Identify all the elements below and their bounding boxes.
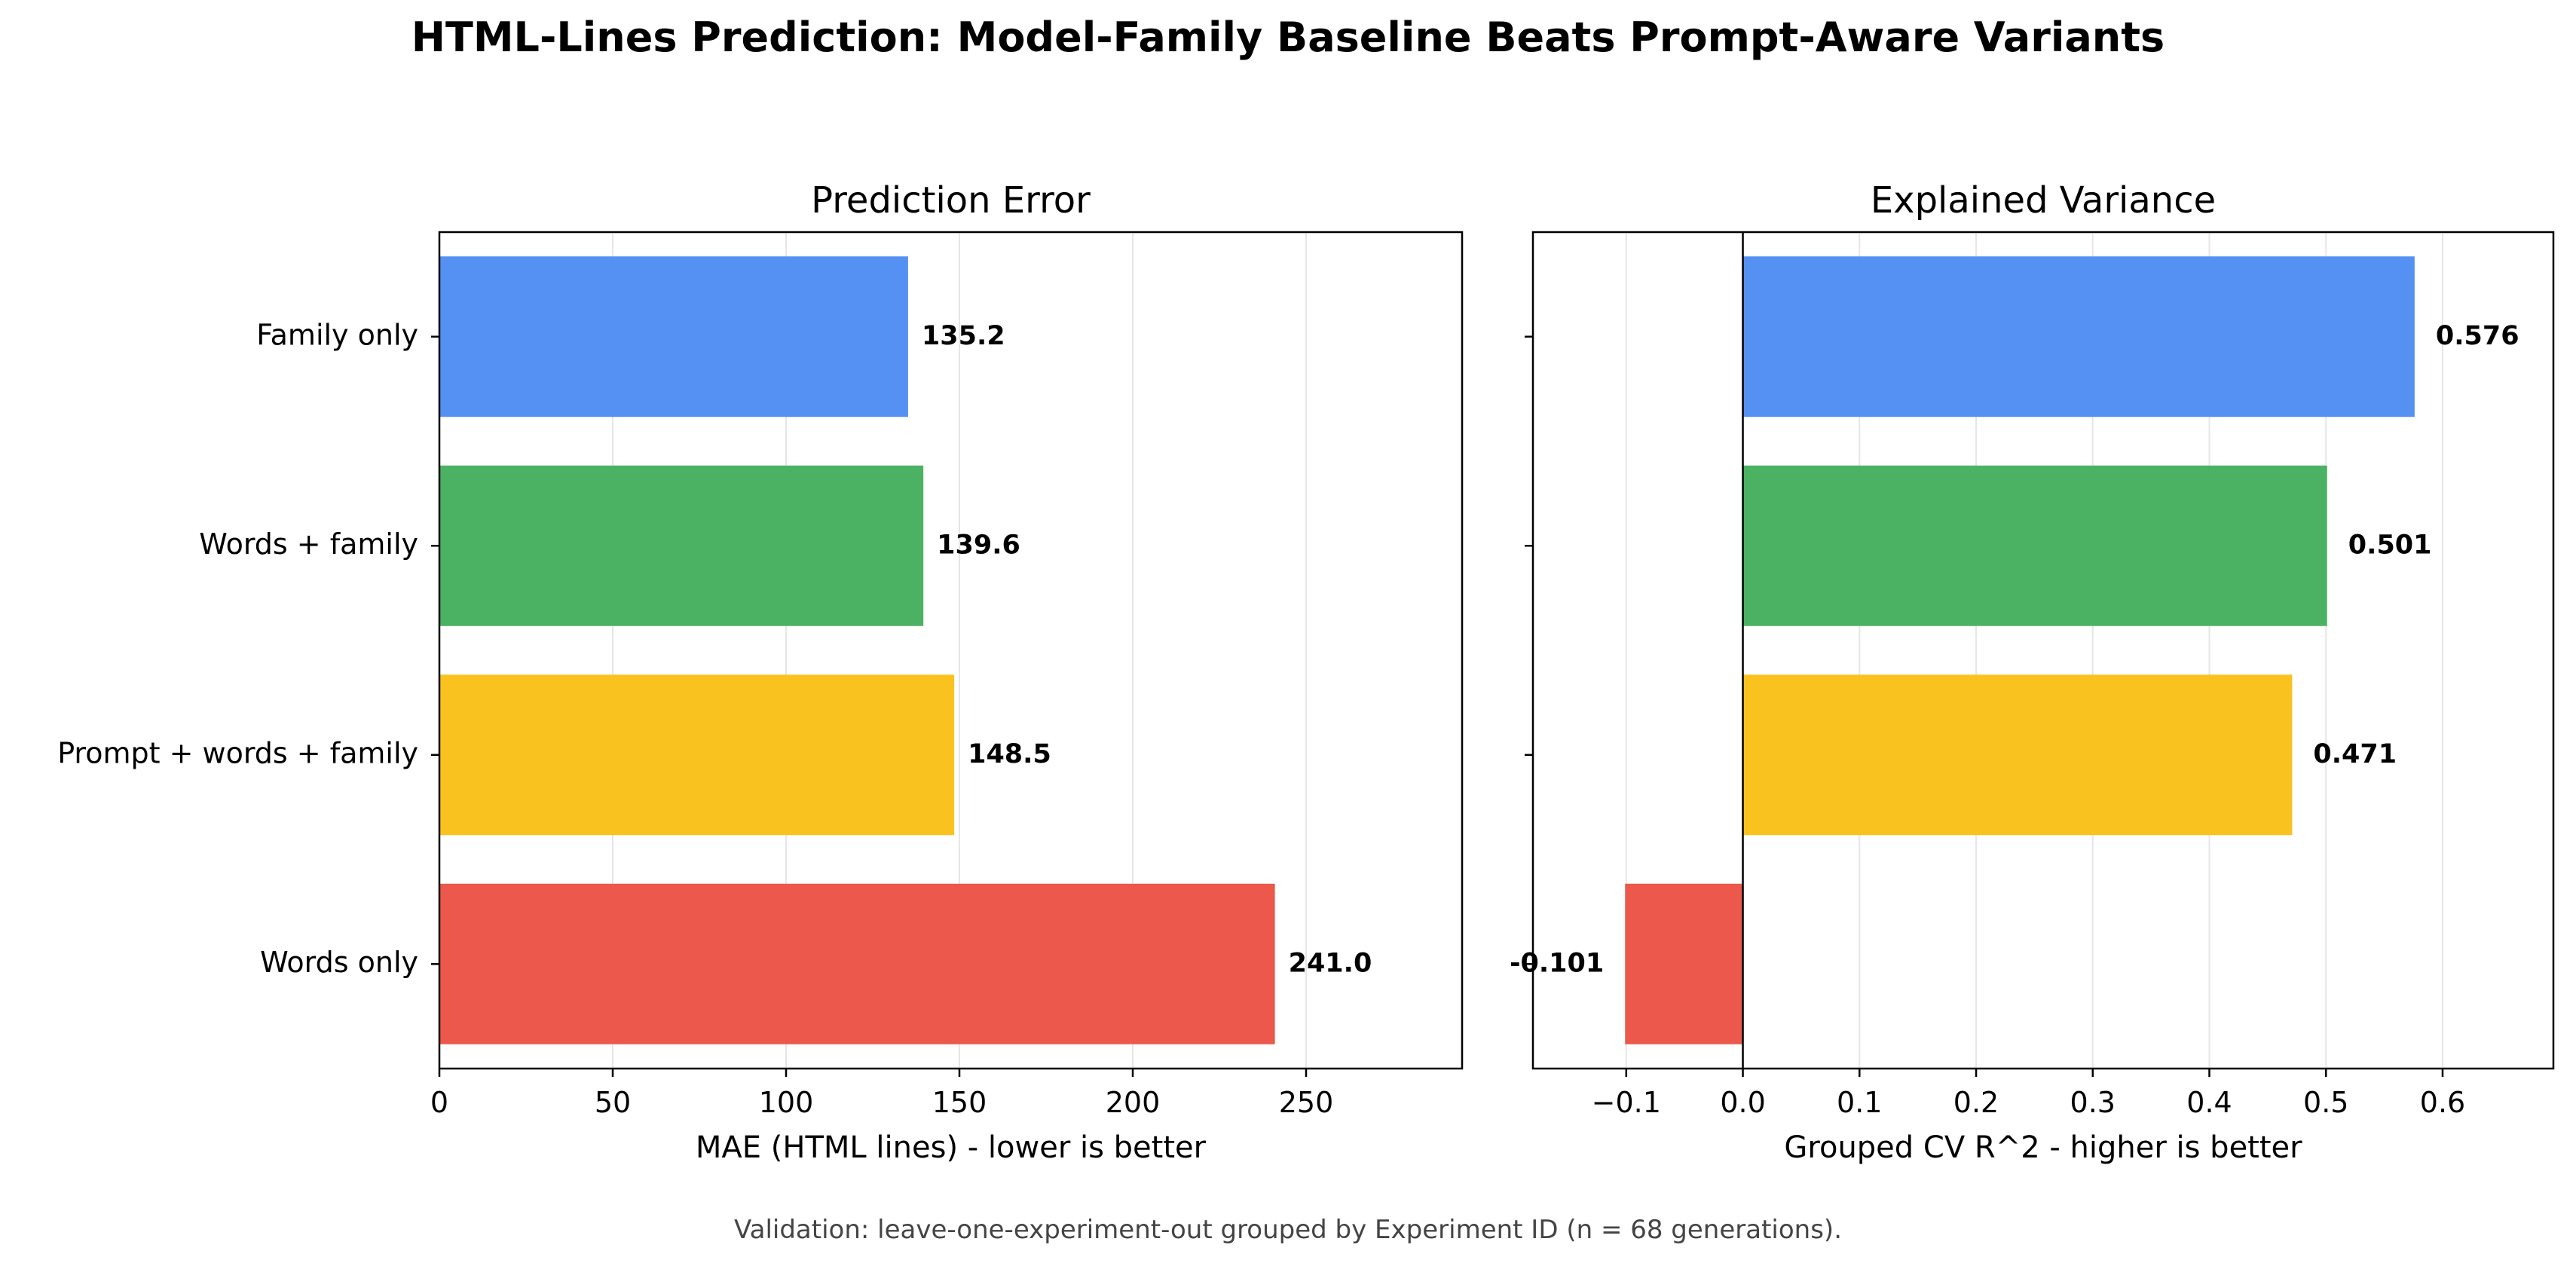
x-tick-label-r2: 0.6 xyxy=(2420,1086,2465,1119)
bar-error-1 xyxy=(439,465,924,626)
bar-error-2 xyxy=(439,674,955,836)
axes-frame-error xyxy=(438,231,1464,1070)
bar-error-0 xyxy=(439,256,908,417)
x-tick-label-error: 150 xyxy=(932,1086,987,1119)
x-tick-label-error: 100 xyxy=(759,1086,814,1119)
explained-variance-panel: Explained Variance 0.576 0.501 0.471 -0.101 −… xyxy=(1510,179,2555,1165)
x-tick-label-r2: 0.5 xyxy=(2303,1086,2348,1119)
value-label-r2-2: 0.471 xyxy=(2313,739,2397,769)
value-label-error-3: 241.0 xyxy=(1289,948,1372,978)
figure-footnote: Validation: leave-one-experiment-out gro… xyxy=(734,1215,1842,1245)
x-tick-label-r2: −0.1 xyxy=(1592,1086,1661,1119)
panel-title-error: Prediction Error xyxy=(811,179,1091,222)
value-label-error-2: 148.5 xyxy=(968,739,1051,769)
x-tick-label-error: 50 xyxy=(595,1086,631,1119)
category-label-0: Family only xyxy=(256,318,418,351)
x-axis-label-error: MAE (HTML lines) - lower is better xyxy=(696,1130,1207,1165)
category-label-2: Prompt + words + family xyxy=(57,736,418,769)
panel-title-r2: Explained Variance xyxy=(1871,179,2216,222)
value-label-error-0: 135.2 xyxy=(922,321,1005,351)
x-tick-label-error: 0 xyxy=(430,1086,448,1119)
x-tick-label-error: 200 xyxy=(1106,1086,1161,1119)
category-label-3: Words only xyxy=(260,946,418,979)
x-tick-label-error: 250 xyxy=(1279,1086,1334,1119)
bar-r2-2 xyxy=(1742,674,2293,836)
x-axis-label-r2: Grouped CV R^2 - higher is better xyxy=(1784,1130,2302,1165)
value-label-r2-3: -0.101 xyxy=(1510,948,1604,978)
x-tick-label-r2: 0.3 xyxy=(2070,1086,2116,1119)
category-label-1: Words + family xyxy=(199,528,418,561)
axes-frame-r2 xyxy=(1531,231,2555,1070)
value-label-r2-0: 0.576 xyxy=(2436,321,2519,351)
bar-error-3 xyxy=(439,883,1275,1044)
x-tick-label-r2: 0.0 xyxy=(1720,1086,1765,1119)
value-label-r2-1: 0.501 xyxy=(2348,530,2432,560)
value-label-error-1: 139.6 xyxy=(937,530,1020,560)
bar-r2-0 xyxy=(1742,256,2415,417)
figure-title: HTML-Lines Prediction: Model-Family Base… xyxy=(411,14,2165,61)
prediction-error-panel: Prediction Error 135.2 139.6 148.5 241.0 Fami… xyxy=(57,179,1464,1165)
x-tick-label-r2: 0.1 xyxy=(1837,1086,1882,1119)
bar-r2-1 xyxy=(1742,465,2327,626)
x-tick-label-r2: 0.4 xyxy=(2186,1086,2232,1119)
bar-r2-3 xyxy=(1625,883,1743,1044)
x-tick-label-r2: 0.2 xyxy=(1953,1086,1999,1119)
